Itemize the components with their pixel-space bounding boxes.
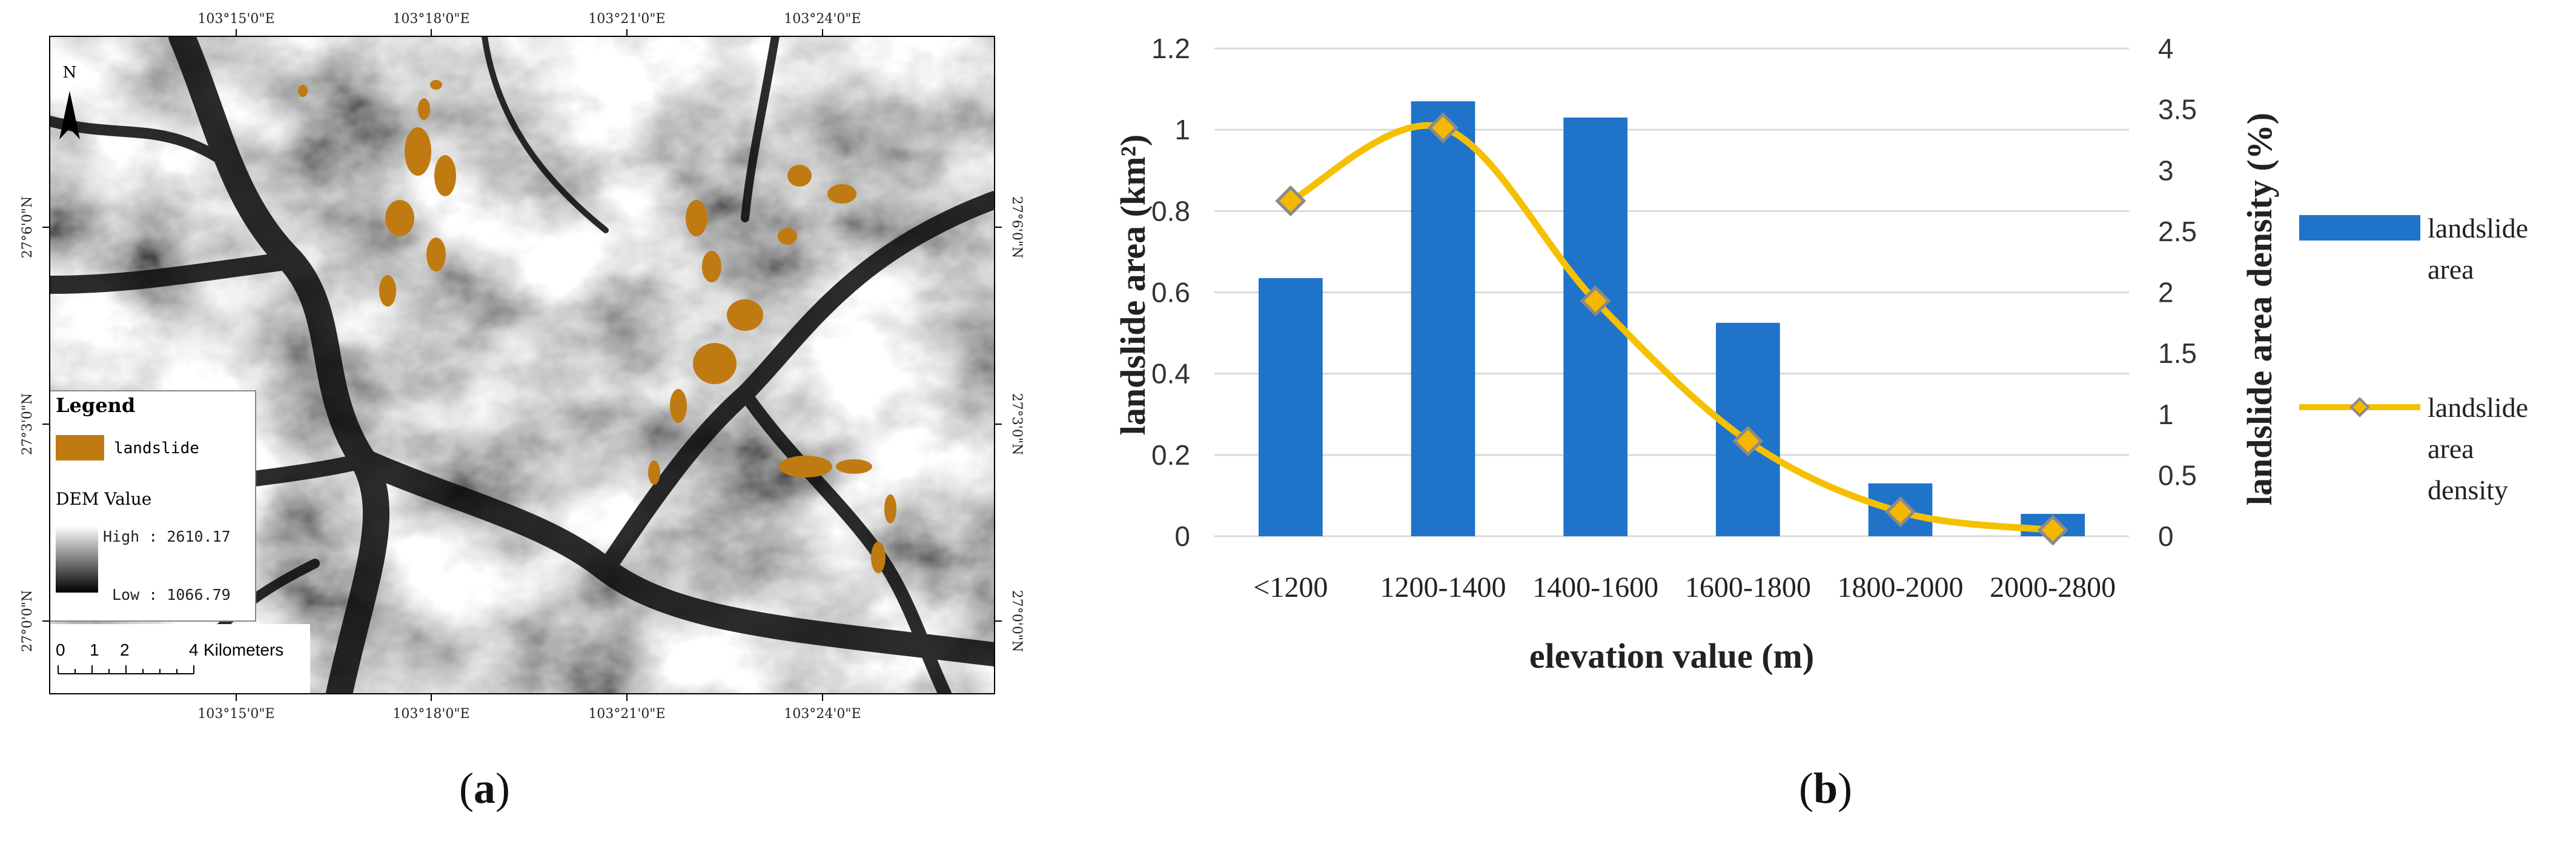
scale-tick-0: 0	[56, 640, 65, 659]
left-axis-ticks: 0 0.2 0.4 0.6 0.8 1 1.2	[1151, 33, 1190, 552]
caption-a: (a)	[459, 763, 510, 814]
top-lon-label: 103°24'0"E	[784, 12, 861, 27]
scale-tick-4: 4	[189, 640, 199, 659]
y2-tick-label: 0	[2158, 520, 2174, 552]
density-line	[1287, 122, 2056, 534]
bottom-lon-label: 103°18'0"E	[392, 706, 469, 722]
scale-tick-2: 2	[120, 640, 130, 659]
x-tick-label: 1400-1600	[1532, 571, 1658, 603]
y2-axis-label: landslide area density (%)	[2240, 113, 2279, 505]
caption-a-open: (	[459, 764, 474, 813]
north-label: N	[63, 64, 77, 82]
density-marker-2	[1580, 285, 1611, 317]
top-lon-labels: 103°15'0"E 103°18'0"E 103°21'0"E 103°24'…	[197, 12, 861, 27]
scale-bar: 0 1 2 4 Kilometers	[50, 624, 310, 694]
x-axis-ticks: <1200 1200-1400 1400-1600 1600-1800 1800-200…	[1253, 571, 2116, 603]
scale-unit: Kilometers	[204, 640, 283, 659]
right-lat-label: 27°0'0"N	[1009, 590, 1024, 652]
x-tick-label: <1200	[1253, 571, 1328, 603]
caption-b: (b)	[1799, 763, 1852, 814]
legend-landslide-swatch	[56, 435, 104, 460]
y2-tick-label: 0.5	[2158, 459, 2197, 491]
bottom-lon-label: 103°15'0"E	[197, 706, 274, 722]
bottom-lon-label: 103°21'0"E	[588, 706, 665, 722]
legend-landslide-label: landslide	[114, 439, 199, 457]
legend-dem-title: DEM Value	[56, 489, 151, 509]
landslide-dem-map: N Legend landslide DEM Value High : 2610…	[20, 12, 1024, 722]
right-lat-labels: 27°6'0"N 27°3'0"N 27°0'0"N	[1009, 196, 1024, 652]
bar-series	[1258, 101, 2085, 537]
y-tick-label: 0.2	[1151, 439, 1190, 471]
y-axis-label: landslide area (km²)	[1113, 135, 1153, 435]
caption-b-close: )	[1838, 764, 1853, 813]
y2-tick-label: 2.5	[2158, 216, 2197, 247]
caption-b-open: (	[1799, 764, 1813, 813]
x-tick-label: 2000-2800	[1990, 571, 2116, 603]
top-lon-label: 103°15'0"E	[197, 12, 274, 27]
density-marker-5	[2037, 514, 2068, 546]
legend-line-label-line1: landslide	[2428, 392, 2528, 423]
top-lon-label: 103°21'0"E	[588, 12, 665, 27]
map-legend: Legend landslide DEM Value High : 2610.1…	[49, 390, 256, 622]
density-marker-4	[1884, 496, 1916, 528]
legend-bar-label-line1: landslide	[2428, 213, 2528, 244]
legend-low-label: Low : 1066.79	[112, 586, 231, 603]
y2-tick-label: 2	[2158, 277, 2174, 308]
graticule-ticks	[42, 29, 1002, 701]
north-arrow: N	[59, 64, 80, 139]
legend-line-label-line3: density	[2428, 474, 2508, 505]
caption-a-close: )	[495, 764, 510, 813]
chart-legend: landslide area landslide area density	[2299, 213, 2528, 505]
bottom-lon-label: 103°24'0"E	[784, 706, 861, 722]
left-lat-label: 27°0'0"N	[20, 590, 35, 652]
density-marker-1	[1427, 112, 1459, 144]
legend-dem-ramp	[56, 526, 98, 593]
legend-title: Legend	[56, 394, 135, 417]
bottom-lon-labels: 103°15'0"E 103°18'0"E 103°21'0"E 103°24'…	[197, 706, 861, 722]
y-tick-label: 1.2	[1151, 33, 1190, 64]
x-axis-label: elevation value (m)	[1529, 636, 1814, 676]
right-axis-ticks: 0 0.5 1 1.5 2 2.5 3 3.5 4	[2158, 33, 2197, 552]
y-tick-label: 0.6	[1151, 277, 1190, 308]
y2-tick-label: 1	[2158, 399, 2174, 430]
line-series	[1275, 112, 2068, 546]
left-lat-labels: 27°6'0"N 27°3'0"N 27°0'0"N	[20, 196, 35, 652]
y-tick-label: 0	[1174, 520, 1190, 552]
y-tick-label: 0.4	[1151, 358, 1190, 390]
landslide-patches	[298, 80, 896, 573]
bar-1	[1411, 101, 1475, 537]
elevation-chart: 0 0.2 0.4 0.6 0.8 1 1.2 0 0.5 1 1.5 2 2.5 3 3.5 4 <120…	[1113, 33, 2528, 676]
y2-tick-label: 3	[2158, 155, 2174, 186]
scale-tick-1: 1	[90, 640, 99, 659]
caption-a-letter: a	[473, 764, 495, 813]
x-tick-label: 1600-1800	[1685, 571, 1811, 603]
legend-bar-swatch	[2299, 215, 2420, 241]
legend-high-label: High : 2610.17	[103, 528, 231, 545]
right-lat-label: 27°6'0"N	[1009, 196, 1024, 258]
top-lon-label: 103°18'0"E	[392, 12, 469, 27]
legend-line-label-line2: area	[2428, 433, 2474, 464]
y2-tick-label: 4	[2158, 33, 2174, 64]
y2-tick-label: 3.5	[2158, 94, 2197, 125]
x-tick-label: 1800-2000	[1838, 571, 1964, 603]
right-lat-label: 27°3'0"N	[1009, 393, 1024, 455]
bar-0	[1258, 278, 1323, 536]
density-marker-3	[1732, 425, 1764, 457]
left-lat-label: 27°6'0"N	[20, 196, 35, 258]
caption-b-letter: b	[1813, 764, 1838, 813]
left-lat-label: 27°3'0"N	[20, 393, 35, 455]
y-tick-label: 1	[1174, 114, 1190, 145]
y-tick-label: 0.8	[1151, 195, 1190, 227]
density-marker-0	[1275, 185, 1306, 217]
map-frame	[49, 36, 995, 694]
y2-tick-label: 1.5	[2158, 337, 2197, 369]
legend-line-marker	[2349, 397, 2370, 417]
scale-line	[58, 665, 194, 674]
legend-bar-label-line2: area	[2428, 254, 2474, 285]
chart-gridlines	[1214, 47, 2129, 537]
x-tick-label: 1200-1400	[1380, 571, 1506, 603]
